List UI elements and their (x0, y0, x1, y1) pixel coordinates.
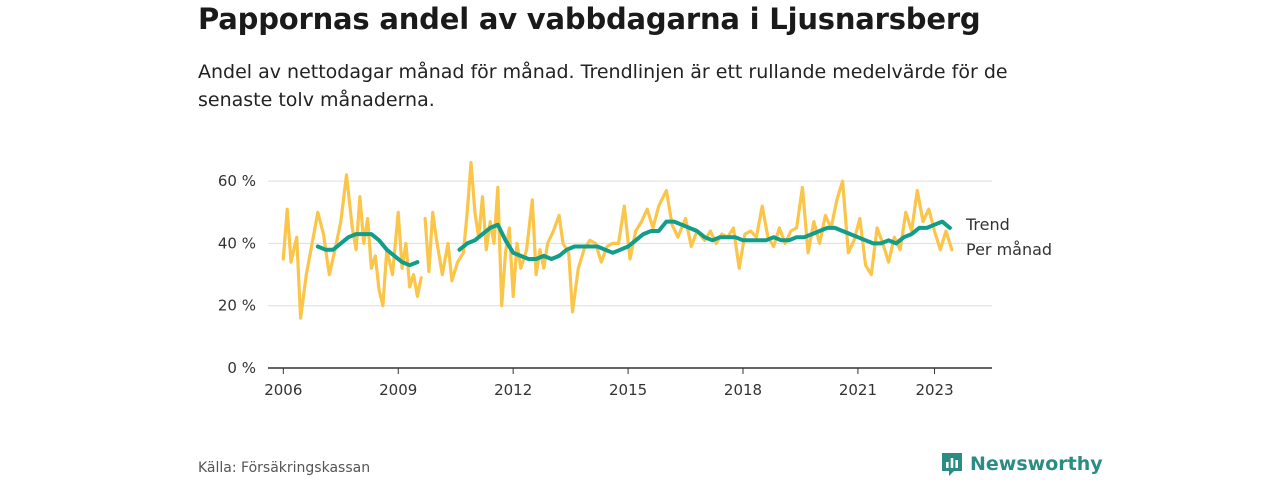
x-tick-label: 2009 (379, 381, 417, 399)
series-label-trend: Trend (965, 215, 1010, 234)
axes: 0 % 20 % 40 % 60 % 2006 2009 2012 2015 2018 2021 2… (218, 172, 954, 399)
x-tick-label: 2012 (494, 381, 532, 399)
newsworthy-logo[interactable]: Newsworthy (940, 451, 1103, 477)
brand-name: Newsworthy (970, 453, 1103, 475)
x-tick-label: 2006 (264, 381, 302, 399)
x-tick-label: 2021 (839, 381, 877, 399)
x-tick-label: 2018 (724, 381, 762, 399)
y-tick-label: 40 % (218, 234, 256, 252)
chart-subtitle: Andel av nettodagar månad för månad. Tre… (198, 61, 1008, 111)
source-note: Källa: Försäkringskassan (198, 460, 371, 476)
chart-title: Pappornas andel av vabbdagarna i Ljusnar… (198, 2, 981, 36)
bar-chart-logo-icon (942, 453, 962, 476)
x-tick-label: 2023 (915, 381, 953, 399)
series-per-manad-line (281, 160, 954, 320)
y-tick-label: 60 % (218, 172, 256, 190)
x-tick-label: 2015 (609, 381, 647, 399)
y-tick-label: 20 % (218, 297, 256, 315)
y-tick-label: 0 % (227, 359, 256, 377)
series-label-monthly: Per månad (966, 240, 1052, 259)
series-trend-line (315, 219, 952, 268)
series (281, 160, 954, 320)
